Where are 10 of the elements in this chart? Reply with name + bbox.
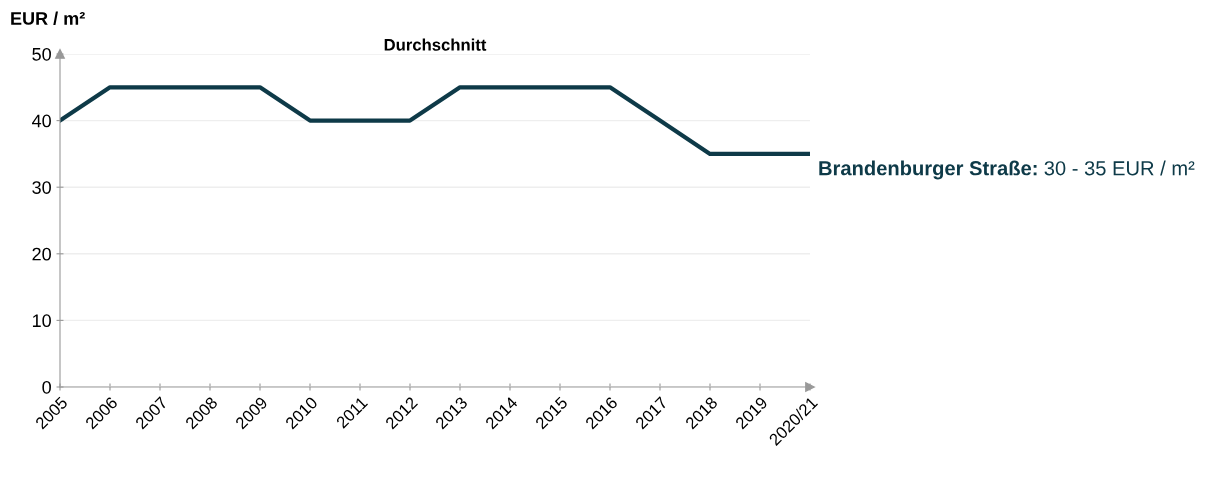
y-axis-title: EUR / m² — [11, 11, 85, 26]
y-tick-label: 50 — [32, 47, 51, 61]
text: Brandenburger Straße: — [819, 160, 1037, 180]
y-tick-label: 0 — [42, 380, 51, 394]
y-tick-label: 20 — [32, 247, 51, 261]
chart-title: Durchschnitt — [384, 38, 487, 51]
y-tick-label: 30 — [32, 181, 51, 194]
y-tick-label: 40 — [32, 114, 51, 128]
y-tick-label: 10 — [32, 314, 51, 328]
text: 30 - 35 EUR / m² — [1044, 160, 1195, 176]
